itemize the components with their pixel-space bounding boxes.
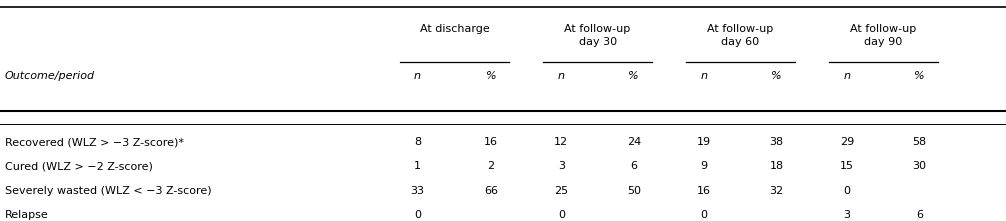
Text: 32: 32 <box>770 186 784 196</box>
Text: 16: 16 <box>484 137 498 147</box>
Text: 30: 30 <box>912 161 927 171</box>
Text: 38: 38 <box>770 137 784 147</box>
Text: %: % <box>914 71 925 81</box>
Text: 29: 29 <box>840 137 854 147</box>
Text: 18: 18 <box>770 161 784 171</box>
Text: %: % <box>486 71 496 81</box>
Text: Relapse: Relapse <box>5 210 48 220</box>
Text: 6: 6 <box>916 210 923 220</box>
Text: 3: 3 <box>844 210 850 220</box>
Text: At follow-up
day 60: At follow-up day 60 <box>707 24 774 47</box>
Text: n: n <box>701 71 707 81</box>
Text: 15: 15 <box>840 161 854 171</box>
Text: At discharge: At discharge <box>420 24 490 34</box>
Text: 0: 0 <box>844 186 850 196</box>
Text: n: n <box>414 71 421 81</box>
Text: n: n <box>558 71 564 81</box>
Text: 9: 9 <box>700 161 708 171</box>
Text: 1: 1 <box>414 161 421 171</box>
Text: 33: 33 <box>410 186 425 196</box>
Text: Severely wasted (WLZ < −3 Z-score): Severely wasted (WLZ < −3 Z-score) <box>5 186 211 196</box>
Text: 0: 0 <box>558 210 564 220</box>
Text: 16: 16 <box>697 186 711 196</box>
Text: 3: 3 <box>558 161 564 171</box>
Text: 2: 2 <box>487 161 495 171</box>
Text: 58: 58 <box>912 137 927 147</box>
Text: 8: 8 <box>413 137 422 147</box>
Text: 0: 0 <box>414 210 421 220</box>
Text: %: % <box>772 71 782 81</box>
Text: 19: 19 <box>697 137 711 147</box>
Text: 24: 24 <box>627 137 641 147</box>
Text: n: n <box>844 71 850 81</box>
Text: At follow-up
day 30: At follow-up day 30 <box>564 24 631 47</box>
Text: 12: 12 <box>554 137 568 147</box>
Text: Cured (WLZ > −2 Z-score): Cured (WLZ > −2 Z-score) <box>5 161 153 171</box>
Text: Outcome/period: Outcome/period <box>5 71 96 81</box>
Text: 6: 6 <box>631 161 637 171</box>
Text: At follow-up
day 90: At follow-up day 90 <box>850 24 916 47</box>
Text: Recovered (WLZ > −3 Z-score)*: Recovered (WLZ > −3 Z-score)* <box>5 137 184 147</box>
Text: 50: 50 <box>627 186 641 196</box>
Text: 25: 25 <box>554 186 568 196</box>
Text: 66: 66 <box>484 186 498 196</box>
Text: %: % <box>629 71 639 81</box>
Text: 0: 0 <box>701 210 707 220</box>
